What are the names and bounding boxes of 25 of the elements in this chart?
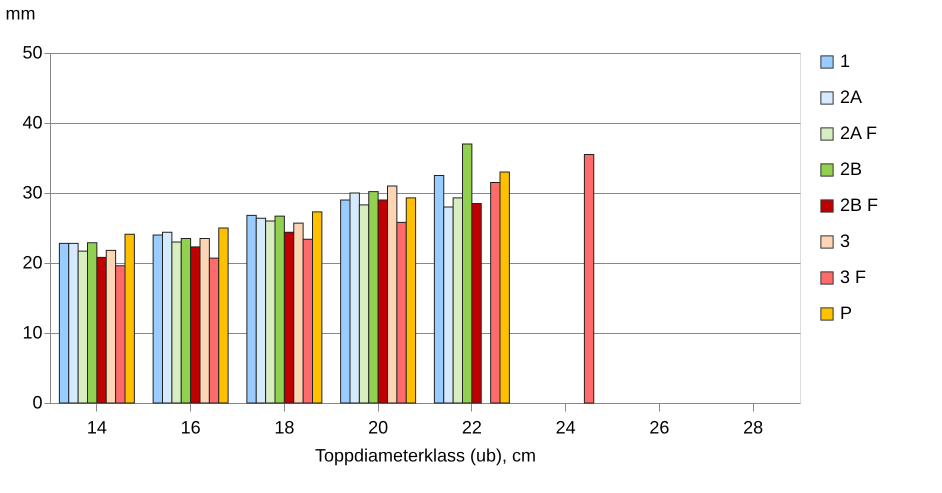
- y-tick-label: 10: [22, 322, 42, 342]
- x-tick-label: 16: [180, 418, 201, 438]
- y-tick-label: 20: [22, 252, 42, 272]
- legend-label: 2B F: [840, 195, 878, 215]
- x-tick-label: 26: [649, 418, 670, 438]
- legend-label: P: [840, 303, 852, 323]
- legend-label: 1: [840, 51, 850, 71]
- y-tick-label: 30: [22, 182, 42, 202]
- y-tick-label: 40: [22, 112, 42, 132]
- x-tick-label: 22: [462, 418, 482, 438]
- x-tick-label: 20: [368, 418, 388, 438]
- bar: [584, 154, 594, 404]
- x-tick-label: 18: [274, 418, 294, 438]
- y-tick-label: 0: [32, 392, 42, 412]
- legend-label: 2A: [840, 87, 862, 107]
- x-tick-label: 28: [743, 418, 764, 438]
- x-axis-title: Toppdiameterklass (ub), cm: [314, 446, 536, 466]
- x-tick-label: 24: [556, 418, 576, 438]
- y-tick-label: 50: [22, 42, 42, 62]
- legend-label: 2B: [840, 159, 862, 179]
- y-axis-title: mm: [6, 4, 36, 24]
- x-tick-label: 14: [86, 418, 107, 438]
- legend-label: 3 F: [840, 267, 866, 287]
- legend-label: 2A F: [840, 123, 878, 143]
- legend-label: 3: [840, 231, 850, 251]
